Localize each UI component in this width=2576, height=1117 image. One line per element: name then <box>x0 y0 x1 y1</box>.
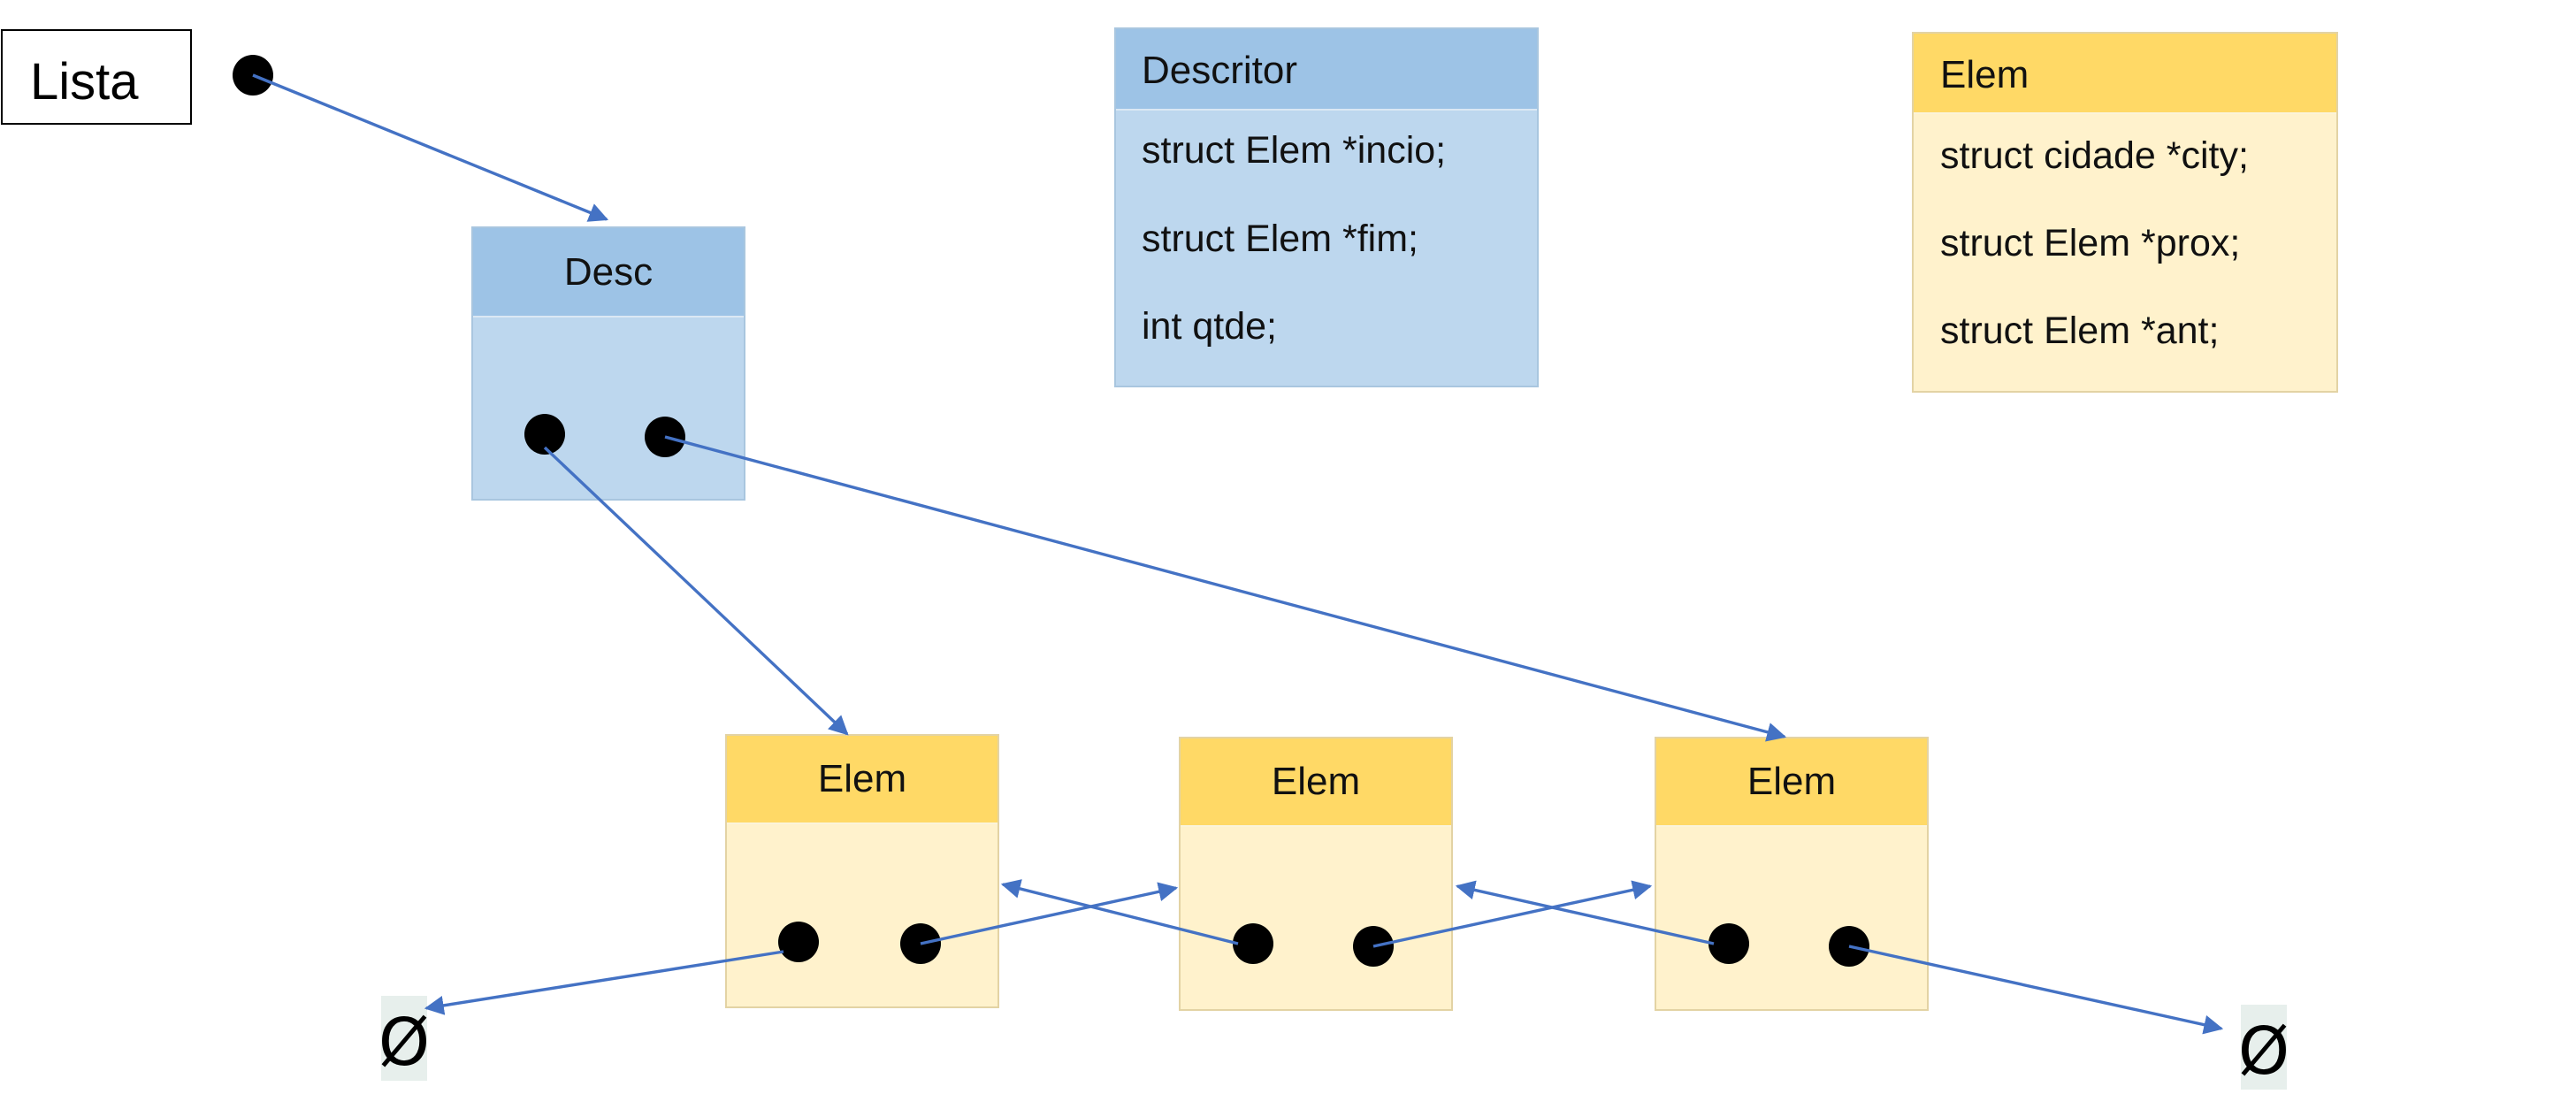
arrow-elem-1-ant-to-null <box>424 950 784 1015</box>
elem-struct-title: Elem <box>1940 53 2029 96</box>
arrow-elem-2-ant-to-elem-1 <box>1000 879 1239 945</box>
arrow-elem-1-prox-to-elem-2 <box>920 882 1179 945</box>
elem-node-1: Elem <box>725 734 999 1008</box>
elem-node-2: Elem <box>1179 737 1453 1011</box>
elem-node-1-ant-dot <box>778 922 819 962</box>
arrow-desc-inicio-to-elem-1 <box>543 446 849 736</box>
elem-node-1-title: Elem <box>818 757 906 800</box>
null-right-symbol: Ø <box>2238 1014 2289 1090</box>
null-right-marker: Ø <box>2238 1005 2289 1090</box>
elem-field-ant: struct Elem *ant; <box>1940 310 2219 352</box>
elem-node-3-ant-dot <box>1708 923 1749 964</box>
elem-field-prox: struct Elem *prox; <box>1940 222 2240 264</box>
descritor-field-qtde: int qtde; <box>1142 305 1277 348</box>
descritor-field-fim: struct Elem *fim; <box>1142 218 1418 260</box>
elem-field-city: struct cidade *city; <box>1940 134 2249 177</box>
elem-node-3-title: Elem <box>1747 760 1836 803</box>
lista-box: Lista <box>1 29 192 125</box>
arrow-elem-2-prox-to-elem-3 <box>1372 880 1653 948</box>
desc-node-title: Desc <box>564 250 653 294</box>
desc-inicio-dot <box>524 414 565 455</box>
elem-struct-box: Elem struct cidade *city; struct Elem *p… <box>1912 32 2338 393</box>
lista-label: Lista <box>30 53 139 111</box>
null-left-marker: Ø <box>378 996 430 1081</box>
descritor-struct-title: Descritor <box>1142 49 1297 92</box>
arrow-elem-3-ant-to-elem-2 <box>1455 880 1715 945</box>
descritor-field-inicio: struct Elem *incio; <box>1142 129 1446 172</box>
null-left-symbol: Ø <box>378 1005 430 1081</box>
arrow-desc-fim-to-elem-3 <box>664 435 1787 742</box>
elem-node-2-ant-dot <box>1233 923 1273 964</box>
desc-node: Desc <box>471 226 745 501</box>
elem-node-2-title: Elem <box>1272 760 1360 803</box>
arrow-lista-to-desc <box>252 73 609 222</box>
arrow-elem-3-prox-to-null <box>1848 945 2224 1035</box>
elem-node-3: Elem <box>1655 737 1929 1011</box>
descritor-struct-box: Descritor struct Elem *incio; struct Ele… <box>1114 27 1539 387</box>
